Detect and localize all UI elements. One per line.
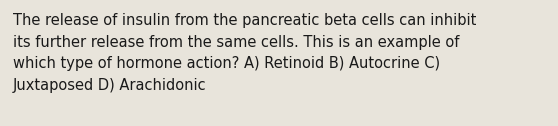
Text: The release of insulin from the pancreatic beta cells can inhibit
its further re: The release of insulin from the pancreat…	[13, 13, 477, 93]
